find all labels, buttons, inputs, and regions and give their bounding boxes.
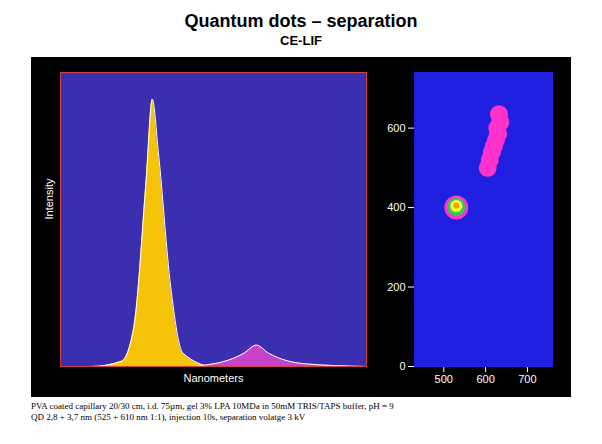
html-text:CE-LIF: CE-LIF bbox=[280, 33, 322, 48]
svg-text:400: 400 bbox=[387, 201, 405, 213]
html-text:Quantum dots – separation: Quantum dots – separation bbox=[184, 11, 418, 31]
svg-text:200: 200 bbox=[387, 281, 405, 293]
svg-text:0: 0 bbox=[399, 360, 405, 372]
svg-text:600: 600 bbox=[387, 122, 405, 134]
html-text:QD 2,8 + 3,7 nm (525 + 610 nm: QD 2,8 + 3,7 nm (525 + 610 nm 1:1), inje… bbox=[31, 412, 306, 422]
svg-text:Intensity: Intensity bbox=[43, 178, 55, 219]
html-text:PVA coated capillary 20/30 cm,: PVA coated capillary 20/30 cm, i.d. 75µm… bbox=[31, 401, 394, 411]
svg-text:Nanometers: Nanometers bbox=[184, 372, 244, 384]
svg-text:700: 700 bbox=[518, 373, 536, 385]
svg-text:600: 600 bbox=[476, 373, 494, 385]
svg-text:500: 500 bbox=[435, 373, 453, 385]
